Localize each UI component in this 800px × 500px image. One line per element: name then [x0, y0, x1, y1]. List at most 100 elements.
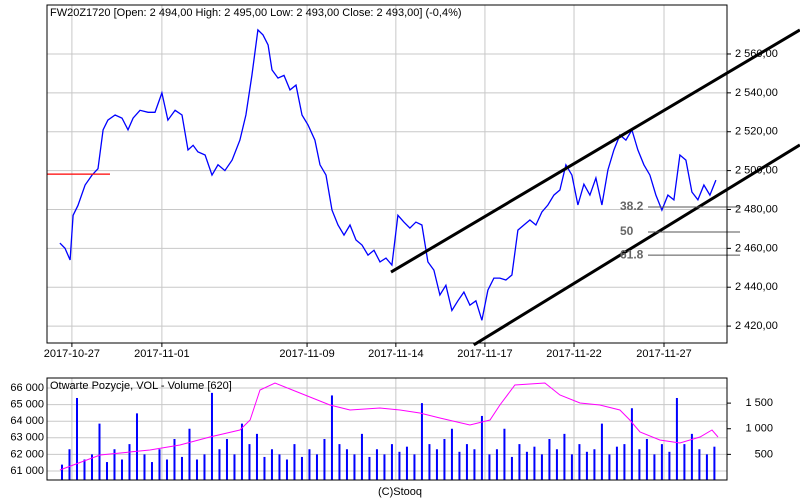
- volume-bar: [540, 454, 543, 480]
- open-interest-line: [59, 382, 719, 471]
- volume-bar: [578, 444, 581, 480]
- volume-bar: [338, 444, 341, 480]
- volume-bar: [698, 449, 701, 480]
- volume-bar: [608, 454, 611, 480]
- volume-bar: [645, 438, 648, 480]
- volume-bar: [615, 446, 618, 480]
- volume-bar: [443, 438, 446, 480]
- y-tick-label: 2 460,00: [735, 242, 778, 254]
- volume-bar: [345, 449, 348, 480]
- volume-bar: [660, 444, 663, 480]
- volume-bar: [480, 415, 483, 480]
- volume-bar: [713, 446, 716, 480]
- volume-bar: [360, 433, 363, 480]
- volume-bar: [563, 433, 566, 480]
- fib-label: 50: [620, 224, 634, 238]
- trend-line: [390, 28, 800, 274]
- volume-bar: [150, 462, 153, 480]
- volume-bar: [293, 444, 296, 480]
- volume-bar: [300, 456, 303, 480]
- volume-bar: [255, 433, 258, 480]
- volume-bar: [473, 449, 476, 480]
- volume-bar: [465, 444, 468, 480]
- volume-bar: [353, 454, 356, 480]
- y2-tick-label: 500: [755, 448, 773, 460]
- volume-bar: [668, 451, 671, 480]
- volume-bar: [135, 413, 138, 480]
- volume-bar: [308, 449, 311, 480]
- fib-label: 61.8: [620, 247, 644, 261]
- volume-bar: [675, 397, 678, 480]
- y-tick-label: 61 000: [10, 465, 44, 477]
- y-tick-label: 65 000: [10, 399, 44, 411]
- volume-bar: [390, 444, 393, 480]
- trend-line: [473, 143, 800, 347]
- volume-bar: [158, 449, 161, 480]
- volume-bar: [188, 428, 191, 480]
- volume-bar: [705, 454, 708, 480]
- volume-bar: [600, 423, 603, 480]
- volume-bar: [683, 444, 686, 480]
- volume-bar: [623, 444, 626, 480]
- volume-bar: [98, 423, 101, 480]
- volume-bar: [420, 403, 423, 480]
- volume-bar: [240, 423, 243, 480]
- volume-bar: [585, 451, 588, 480]
- volume-bar: [225, 438, 228, 480]
- x-tick-label: 2017-10-27: [44, 348, 100, 360]
- volume-bar: [90, 454, 93, 480]
- x-tick-label: 2017-11-09: [279, 348, 334, 360]
- volume-bar: [488, 454, 491, 480]
- volume-bar: [435, 449, 438, 480]
- y-tick-label: 2 420,00: [735, 320, 778, 332]
- y-tick-label: 64 000: [10, 415, 44, 427]
- volume-bar: [218, 449, 221, 480]
- volume-bar: [143, 454, 146, 480]
- x-tick-label: 2017-11-01: [134, 348, 189, 360]
- y-tick-label: 2 540,00: [735, 87, 778, 99]
- y2-tick-label: 1 000: [745, 423, 773, 435]
- volume-bar: [525, 451, 528, 480]
- y-tick-label: 2 480,00: [735, 203, 778, 215]
- volume-bar: [83, 459, 86, 480]
- volume-bar: [68, 449, 71, 480]
- y-tick-label: 63 000: [10, 432, 44, 444]
- y2-tick-label: 1 500: [745, 397, 773, 409]
- volume-bar: [105, 462, 108, 480]
- volume-bar: [495, 449, 498, 480]
- volume-bar: [593, 449, 596, 480]
- volume-bar: [518, 444, 521, 480]
- volume-bar: [375, 449, 378, 480]
- volume-bar: [630, 408, 633, 480]
- volume-bar: [450, 428, 453, 480]
- volume-bar: [533, 446, 536, 480]
- y-tick-label: 66 000: [10, 382, 44, 394]
- x-tick-label: 2017-11-14: [368, 348, 423, 360]
- volume-bar: [233, 454, 236, 480]
- panel-title: Otwarte Pozycje, VOL - Volume [620]: [50, 380, 232, 392]
- copyright: (C)Stooq: [378, 486, 422, 498]
- volume-bar: [195, 459, 198, 480]
- volume-bar: [510, 456, 513, 480]
- y-tick-label: 2 520,00: [735, 126, 778, 138]
- volume-bar: [548, 438, 551, 480]
- volume-bar: [653, 454, 656, 480]
- plot-frame: [46, 377, 728, 481]
- volume-bar: [120, 459, 123, 480]
- volume-bar: [173, 438, 176, 480]
- plot-frame: [46, 4, 728, 344]
- y-tick-label: 2 440,00: [735, 281, 778, 293]
- volume-bar: [368, 456, 371, 480]
- volume-bar: [113, 449, 116, 480]
- y-tick-label: 2 560,00: [735, 48, 778, 60]
- volume-bar: [323, 438, 326, 480]
- fib-label: 38.2: [620, 199, 644, 213]
- volume-bar: [75, 397, 78, 480]
- volume-bar: [398, 451, 401, 480]
- volume-bar: [570, 454, 573, 480]
- chart-title: FW20Z1720 [Open: 2 494,00 High: 2 495,00…: [50, 7, 462, 19]
- volume-bar: [330, 395, 333, 480]
- volume-bar: [180, 456, 183, 480]
